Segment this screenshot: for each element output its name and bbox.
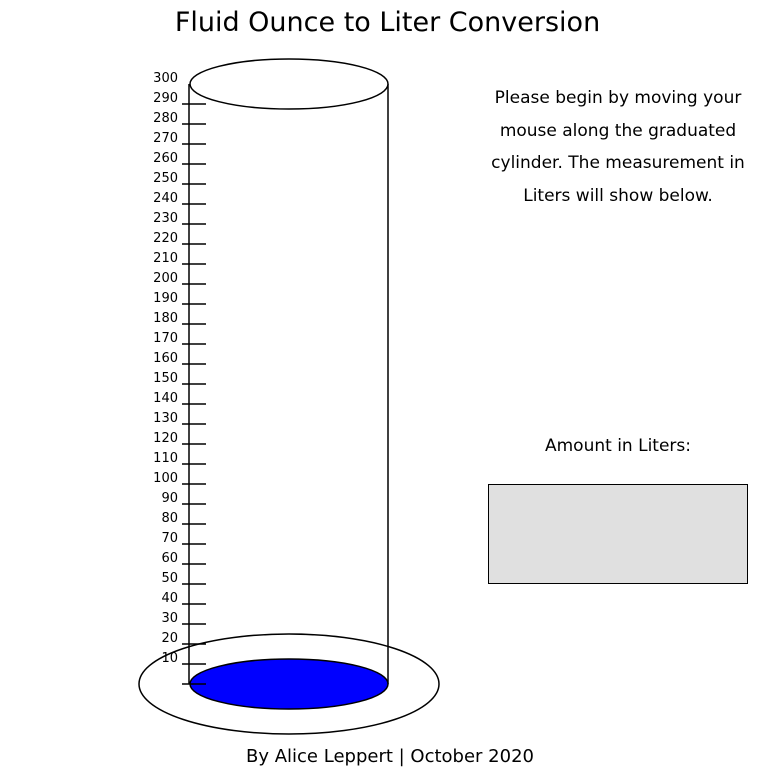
graduation-scale: 10 20 30 40 50 60 70 80 90 100 110 120 130 140 150 160 1… [153, 71, 206, 685]
tick-label: 30 [161, 611, 178, 626]
page-title: Fluid Ounce to Liter Conversion [174, 7, 601, 38]
tick-label: 190 [153, 291, 178, 306]
tick-label: 20 [161, 631, 178, 646]
liters-output-box [488, 484, 748, 584]
tick-label: 100 [153, 471, 178, 486]
tick-label: 150 [153, 371, 178, 386]
tick-label: 140 [153, 391, 178, 406]
tick-label: 10 [161, 651, 178, 666]
tick-label: 80 [161, 511, 178, 526]
tick-label: 60 [161, 551, 178, 566]
tick-label: 40 [161, 591, 178, 606]
tick-label: 170 [153, 331, 178, 346]
tick-label: 250 [153, 171, 178, 186]
tick-label: 110 [153, 451, 178, 466]
tick-label: 120 [153, 431, 178, 446]
author-credit: By Alice Leppert | October 2020 [246, 746, 534, 767]
tick-label: 260 [153, 151, 178, 166]
tick-label: 270 [153, 131, 178, 146]
tick-label: 210 [153, 251, 178, 266]
tick-label: 50 [161, 571, 178, 586]
tick-label: 300 [153, 71, 178, 86]
tick-label: 230 [153, 211, 178, 226]
tick-label: 70 [161, 531, 178, 546]
cylinder-measure-area[interactable] [140, 60, 400, 700]
tick-label: 240 [153, 191, 178, 206]
tick-label: 290 [153, 91, 178, 106]
tick-label: 130 [153, 411, 178, 426]
amount-label: Amount in Liters: [544, 436, 691, 456]
tick-label: 200 [153, 271, 178, 286]
tick-label: 90 [161, 491, 178, 506]
tick-label: 160 [153, 351, 178, 366]
cylinder-top-rim [189, 58, 389, 110]
instructions-text: Please begin by moving your mouse along … [491, 88, 745, 206]
tick-label: 180 [153, 311, 178, 326]
tick-label: 220 [153, 231, 178, 246]
tick-label: 280 [153, 111, 178, 126]
